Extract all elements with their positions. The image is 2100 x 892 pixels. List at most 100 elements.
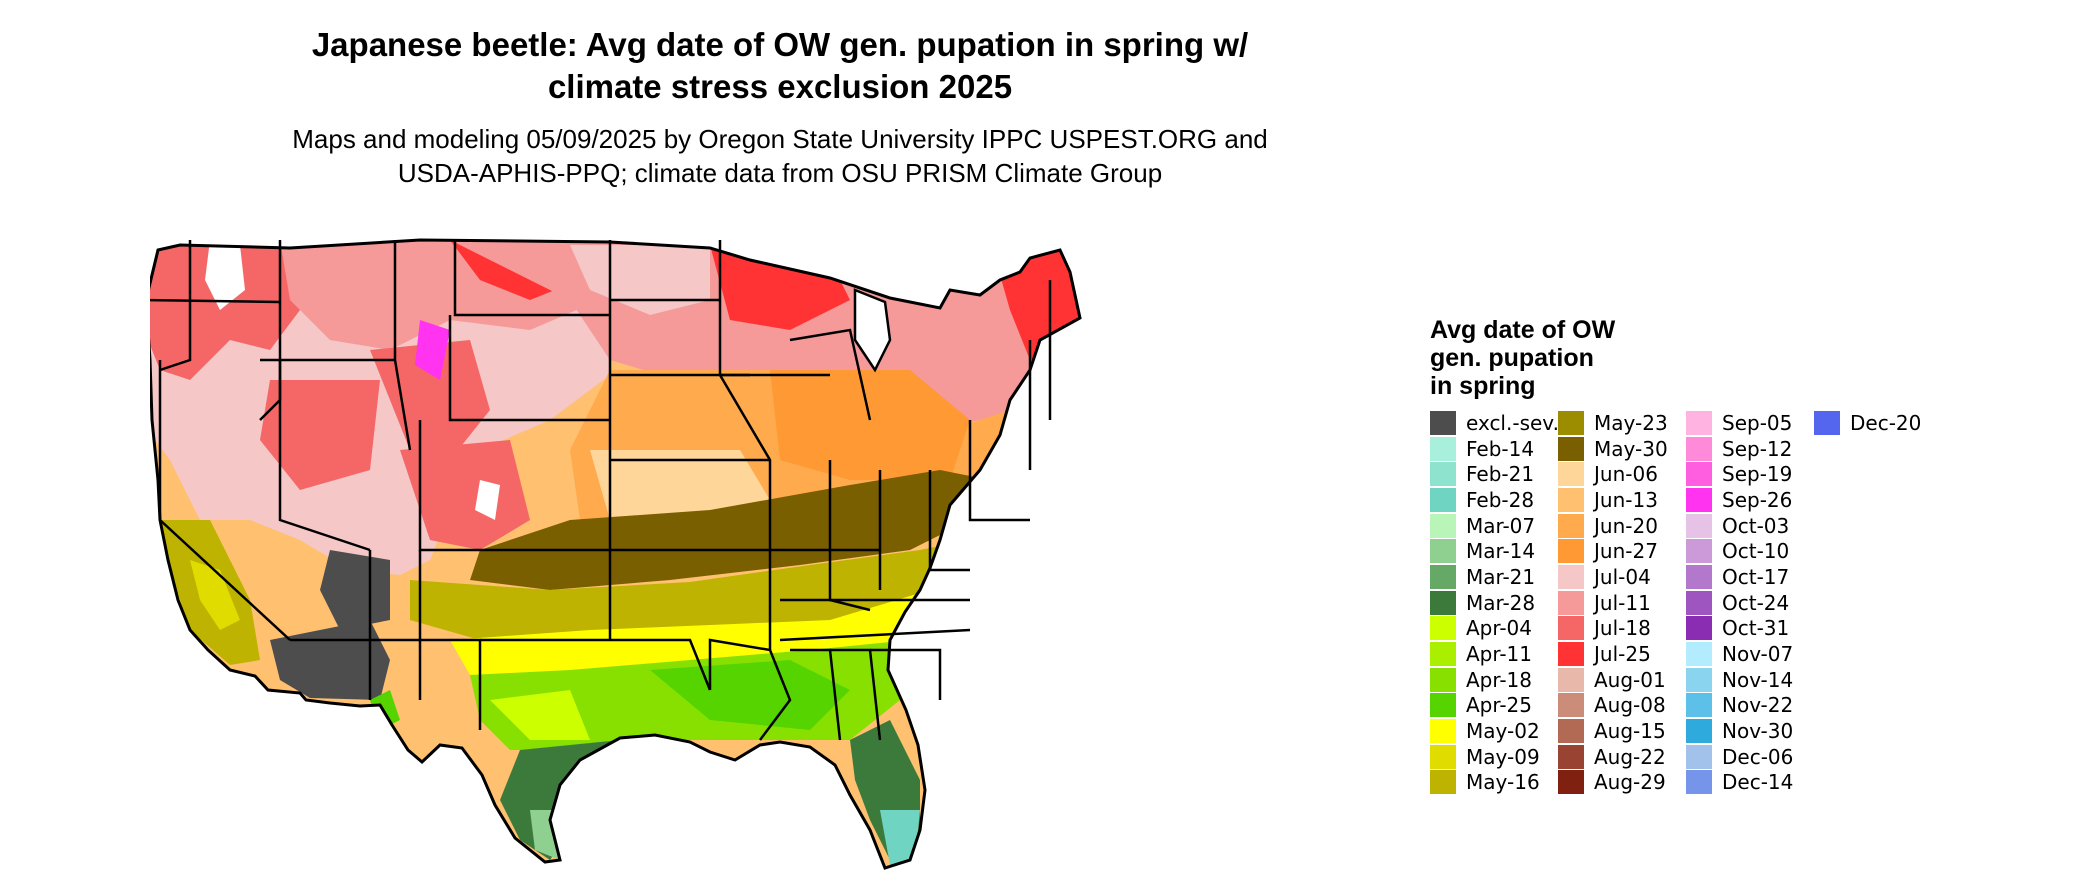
legend-label: Sep-12 [1722,436,1793,461]
texas-lime [490,690,590,740]
great-basin-red [260,380,380,490]
legend-item: Dec-14 [1686,770,1814,796]
legend-title-line-1: Avg date of OW [1430,316,1616,344]
legend-swatch [1430,564,1456,589]
legend-swatch [1430,539,1456,564]
high-elevation-magenta [415,320,450,380]
legend-swatch [1558,564,1584,589]
legend-swatch [1430,642,1456,667]
boundary-wa-or-south [150,298,281,304]
legend-item: Dec-20 [1814,410,1942,436]
legend-item: Oct-03 [1686,513,1814,539]
legend-swatch [1558,744,1584,769]
legend-swatch [1430,513,1456,538]
legend-swatch [1686,436,1712,461]
legend-swatch [1686,719,1712,744]
legend-swatch [1814,410,1840,435]
legend-item: Nov-22 [1686,693,1814,719]
legend-swatch [1558,513,1584,538]
boundary-ga [870,648,942,700]
legend-swatch [1686,642,1712,667]
green-deep-south [650,660,850,730]
legend-swatch [1558,642,1584,667]
legend-swatch [1558,616,1584,641]
legend-item: Oct-17 [1686,564,1814,590]
legend-label: Jun-06 [1594,462,1658,487]
legend-label: May-30 [1594,436,1668,461]
map-title: Japanese beetle: Avg date of OW gen. pup… [200,24,1360,108]
legend-label: Aug-29 [1594,770,1666,795]
legend-label: Oct-31 [1722,616,1790,641]
legend-label: Apr-11 [1466,642,1532,667]
state-boundaries [150,240,1052,741]
legend-item: Sep-19 [1686,461,1814,487]
lake-michigan [853,288,892,373]
legend-item: Mar-07 [1430,513,1558,539]
legend-item: Apr-11 [1430,641,1558,667]
legend-label: Oct-03 [1722,513,1790,538]
legend-label: Dec-14 [1722,770,1794,795]
legend-label: Feb-14 [1466,436,1535,461]
legend-label: Apr-25 [1466,693,1532,718]
legend-item: Aug-22 [1558,744,1686,770]
legend-swatch [1686,770,1712,795]
legend-label: Nov-07 [1722,642,1794,667]
legend-label: May-16 [1466,770,1540,795]
legend-label: Mar-14 [1466,539,1536,564]
legend-label: Nov-30 [1722,719,1794,744]
legend-label: Apr-18 [1466,667,1532,692]
colorado-red [400,440,530,550]
legend-item: Nov-30 [1686,718,1814,744]
legend-label: Sep-05 [1722,410,1793,435]
legend-title-line-3: in spring [1430,372,1536,400]
legend-swatch [1430,616,1456,641]
legend-swatch [1558,590,1584,615]
legend-item: Oct-10 [1686,538,1814,564]
legend-item: Sep-26 [1686,487,1814,513]
legend-label: Mar-21 [1466,564,1536,589]
legend-item: Jul-18 [1558,616,1686,642]
legend-label: Nov-14 [1722,667,1794,692]
legend-item: Sep-12 [1686,436,1814,462]
boundary-mn-ia-mo [718,240,772,650]
legend-label: May-02 [1466,719,1540,744]
legend-label: Dec-06 [1722,744,1794,769]
legend-item: Jun-27 [1558,538,1686,564]
legend-swatch [1686,667,1712,692]
legend-item: Apr-25 [1430,693,1558,719]
legend-item: Jun-20 [1558,513,1686,539]
legend-swatch [1558,462,1584,487]
legend-item: Dec-06 [1686,744,1814,770]
legend-label: May-09 [1466,744,1540,769]
legend-label: Mar-07 [1466,513,1536,538]
legend-swatch [1430,693,1456,718]
wyoming-red [370,340,490,460]
legend-item: Aug-08 [1558,693,1686,719]
legend-item: Mar-21 [1430,564,1558,590]
legend-label: Aug-22 [1594,744,1666,769]
legend-item: excl.-sev. [1430,410,1559,436]
legend-title: Avg date of OW gen. pupation in spring [1430,316,1670,400]
legend-swatch [1430,770,1456,795]
legend-swatch [1686,462,1712,487]
legend-item: Oct-24 [1686,590,1814,616]
legend-label: Oct-10 [1722,539,1790,564]
legend-swatch [1558,719,1584,744]
legend-label: Oct-17 [1722,564,1790,589]
legend-swatch [1558,667,1584,692]
legend-swatch [1558,487,1584,512]
legend-swatch [1686,539,1712,564]
legend-item: Apr-04 [1430,616,1558,642]
boundary-wa-or [159,240,192,372]
legend-item: Feb-21 [1430,461,1558,487]
boundary-wi-mi [789,328,872,421]
legend-label: Jul-04 [1594,564,1651,589]
boundary-tx-ok [480,638,712,691]
legend-swatch [1686,410,1712,435]
legend-item: May-16 [1430,770,1558,796]
legend-swatch [1558,539,1584,564]
legend-item: May-09 [1430,744,1558,770]
legend-item: May-02 [1430,718,1558,744]
legend-label: Mar-28 [1466,590,1536,615]
legend-item: Jun-13 [1558,487,1686,513]
